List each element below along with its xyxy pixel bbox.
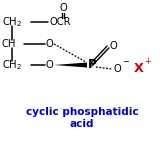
Text: $^+$: $^+$: [143, 57, 152, 67]
Text: cyclic phosphatidic
acid: cyclic phosphatidic acid: [26, 107, 138, 129]
Text: OCR: OCR: [49, 17, 70, 27]
Text: X: X: [134, 61, 144, 75]
Text: O: O: [46, 39, 54, 49]
Text: CH$_2$: CH$_2$: [2, 58, 22, 72]
Text: O: O: [46, 60, 54, 70]
Text: O: O: [59, 3, 67, 13]
Text: CH: CH: [2, 39, 16, 49]
Polygon shape: [54, 63, 87, 67]
Text: P: P: [88, 59, 97, 71]
Text: $^-$: $^-$: [121, 59, 131, 69]
Text: CH$_2$: CH$_2$: [2, 15, 22, 29]
Text: O: O: [109, 41, 117, 51]
Text: O: O: [113, 64, 121, 74]
